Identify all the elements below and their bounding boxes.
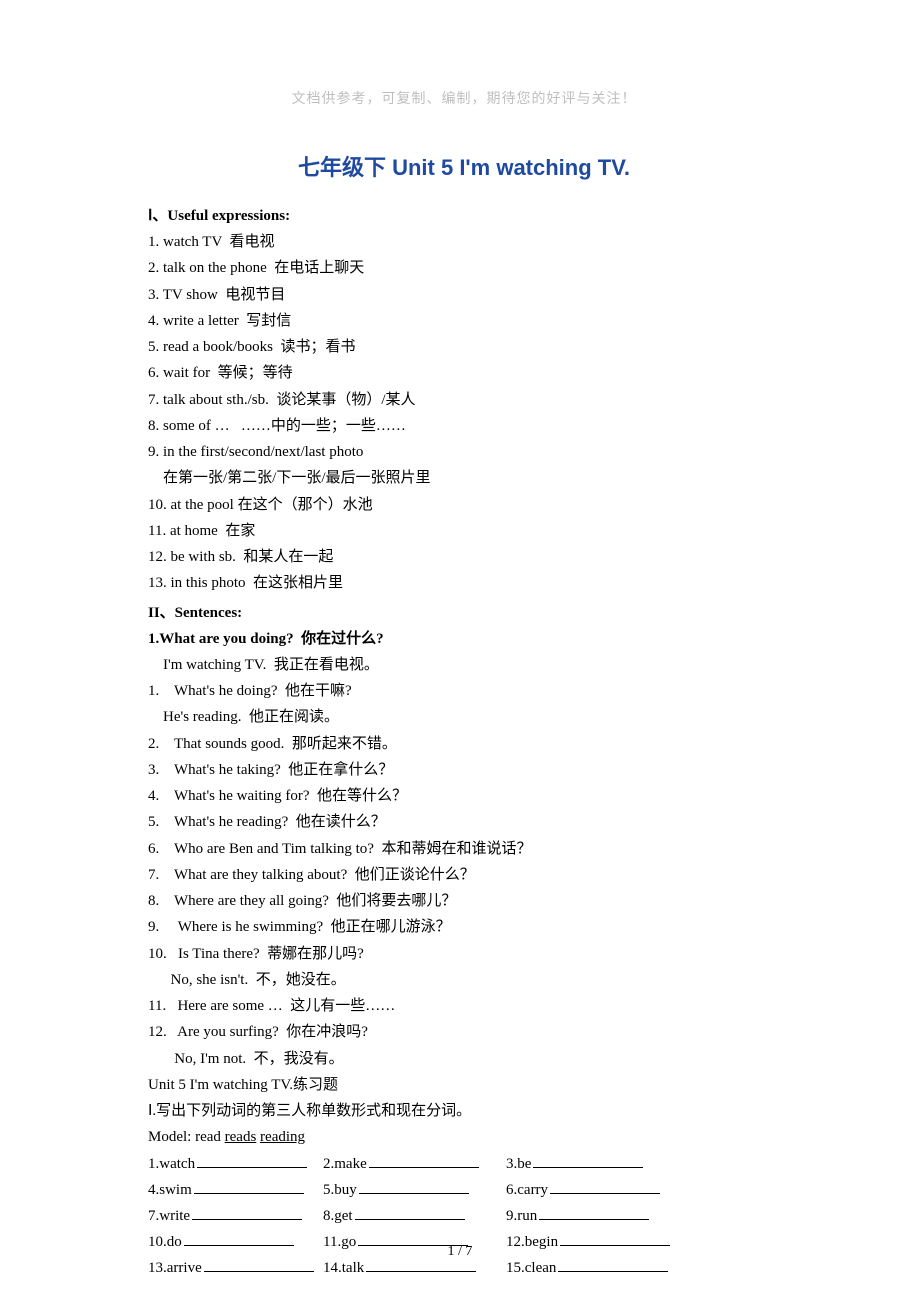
sentence-item: He's reading. 他正在阅读。: [148, 704, 780, 730]
sentence-item: No, she isn't. 不，她没在。: [148, 967, 780, 993]
blank-underline: [539, 1205, 649, 1220]
expression-item: 4. write a letter 写封信: [148, 308, 780, 334]
sentence-item: 9. Where is he swimming? 他正在哪儿游泳？: [148, 914, 780, 940]
blanks-container: 1.watch 2.make 3.be 4.swim 5.buy 6.carry…: [148, 1151, 780, 1281]
expression-item: 7. talk about sth./sb. 谈论某事（物）/某人: [148, 387, 780, 413]
expression-item: 3. TV show 电视节目: [148, 282, 780, 308]
blank-label: 2.make: [323, 1151, 367, 1177]
sentence-item: 10. Is Tina there? 蒂娜在那儿吗?: [148, 941, 780, 967]
sentence-item: No, I'm not. 不，我没有。: [148, 1046, 780, 1072]
header-note: 文档供参考，可复制、编制，期待您的好评与关注！: [148, 88, 780, 108]
model-underline-2: reading: [260, 1129, 305, 1145]
blank-cell: 8.get: [323, 1203, 533, 1229]
expression-item: 2. talk on the phone 在电话上聊天: [148, 255, 780, 281]
expression-item-indent: 在第一张/第二张/下一张/最后一张照片里: [148, 465, 780, 491]
blank-underline: [355, 1205, 465, 1220]
blank-label: 7.write: [148, 1203, 190, 1229]
expression-item: 8. some of … ……中的一些；一些……: [148, 413, 780, 439]
expression-item: 5. read a book/books 读书；看书: [148, 334, 780, 360]
sentence-item: 11. Here are some … 这儿有一些……: [148, 993, 780, 1019]
blank-cell: 9.run: [506, 1203, 716, 1229]
blank-cell: 2.make: [323, 1151, 533, 1177]
blank-cell: 3.be: [506, 1151, 716, 1177]
blank-label: 9.run: [506, 1203, 537, 1229]
sentence-item: 2. That sounds good. 那听起来不错。: [148, 731, 780, 757]
sentence-item: 1.What are you doing? 你在过什么?: [148, 626, 780, 652]
expression-item: 6. wait for 等候；等待: [148, 360, 780, 386]
section-heading-expressions: Ⅰ、Useful expressions:: [148, 204, 780, 225]
exercise-title: Unit 5 I'm watching TV.练习题: [148, 1072, 780, 1098]
sentence-item: 5. What's he reading? 他在读什么？: [148, 809, 780, 835]
sentence-item: I'm watching TV. 我正在看电视。: [148, 652, 780, 678]
blank-cell: 5.buy: [323, 1177, 533, 1203]
expression-item: 13. in this photo 在这张相片里: [148, 570, 780, 596]
page-footer: 1 / 7: [0, 1244, 920, 1260]
sentence-item: 7. What are they talking about? 他们正谈论什么？: [148, 862, 780, 888]
blank-label: 8.get: [323, 1203, 353, 1229]
blank-underline: [369, 1153, 479, 1168]
model-prefix: Model: read: [148, 1129, 225, 1145]
blank-label: 4.swim: [148, 1177, 192, 1203]
expression-item: 12. be with sb. 和某人在一起: [148, 544, 780, 570]
blank-underline: [550, 1179, 660, 1194]
expression-item: 9. in the first/second/next/last photo: [148, 439, 780, 465]
exercise-instruction: Ⅰ.写出下列动词的第三人称单数形式和现在分词。: [148, 1098, 780, 1124]
sentence-item: 4. What's he waiting for? 他在等什么？: [148, 783, 780, 809]
blank-underline: [533, 1153, 643, 1168]
document-page: 文档供参考，可复制、编制，期待您的好评与关注！ 七年级下 Unit 5 I'm …: [0, 0, 920, 1302]
blank-label: 1.watch: [148, 1151, 195, 1177]
blank-underline: [194, 1179, 304, 1194]
sentence-item: 1. What's he doing? 他在干嘛?: [148, 678, 780, 704]
sentence-item: 12. Are you surfing? 你在冲浪吗?: [148, 1019, 780, 1045]
exercise-model: Model: read reads reading: [148, 1124, 780, 1150]
model-underline-1: reads: [225, 1129, 257, 1145]
sentence-item: 3. What's he taking? 他正在拿什么？: [148, 757, 780, 783]
section-heading-sentences: II、Sentences:: [148, 601, 780, 622]
blank-underline: [192, 1205, 302, 1220]
blank-label: 5.buy: [323, 1177, 357, 1203]
blank-cell: 6.carry: [506, 1177, 716, 1203]
expression-item: 10. at the pool 在这个（那个）水池: [148, 492, 780, 518]
sentence-item: 6. Who are Ben and Tim talking to? 本和蒂姆在…: [148, 836, 780, 862]
page-title: 七年级下 Unit 5 I'm watching TV.: [148, 150, 780, 182]
sentence-item: 8. Where are they all going? 他们将要去哪儿？: [148, 888, 780, 914]
blank-row: 4.swim 5.buy 6.carry: [148, 1177, 780, 1203]
blank-underline: [197, 1153, 307, 1168]
blank-row: 1.watch 2.make 3.be: [148, 1151, 780, 1177]
blank-label: 3.be: [506, 1151, 531, 1177]
expression-item: 11. at home 在家: [148, 518, 780, 544]
expression-item: 1. watch TV 看电视: [148, 229, 780, 255]
blank-underline: [359, 1179, 469, 1194]
blank-row: 7.write 8.get 9.run: [148, 1203, 780, 1229]
blank-label: 6.carry: [506, 1177, 548, 1203]
